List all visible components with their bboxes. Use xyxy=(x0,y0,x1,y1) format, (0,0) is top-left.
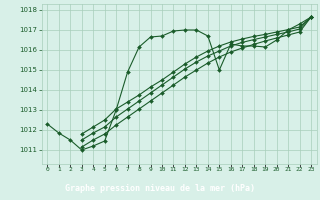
Text: Graphe pression niveau de la mer (hPa): Graphe pression niveau de la mer (hPa) xyxy=(65,184,255,193)
